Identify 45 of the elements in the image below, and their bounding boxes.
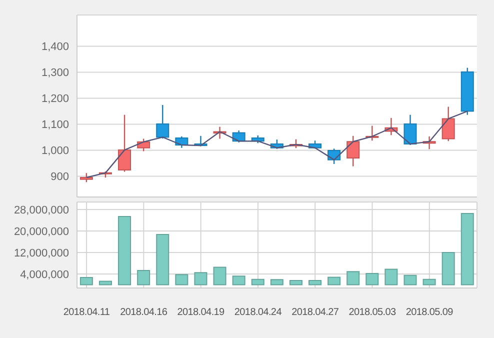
bar <box>442 252 455 286</box>
bar <box>384 268 398 286</box>
bar <box>98 280 112 286</box>
y-tick-label: 1,300 <box>41 67 69 80</box>
bar <box>118 216 132 286</box>
y-tick-label: 12,000,000 <box>14 247 69 260</box>
candlestick <box>80 172 93 183</box>
bar <box>251 278 264 286</box>
bar <box>366 272 379 286</box>
x-tick-label: 2018.04.11 <box>63 307 110 318</box>
candlestick <box>118 114 132 172</box>
y-tick-label: 20,000,000 <box>14 226 69 238</box>
x-tick-label: 2018.04.16 <box>120 307 168 318</box>
candlestick <box>442 106 455 142</box>
bar <box>137 270 150 286</box>
candlestick <box>156 104 170 140</box>
y-tick-label: 28,000,000 <box>14 204 69 216</box>
bar <box>289 280 302 286</box>
y-tick-label: 1,200 <box>41 93 69 106</box>
bar <box>328 276 341 286</box>
bar <box>213 266 226 286</box>
x-tick-label: 2018.04.27 <box>292 307 340 318</box>
candlestick <box>137 138 150 152</box>
candlestick <box>346 135 360 167</box>
bar <box>270 279 284 286</box>
y-tick-label: 1,100 <box>41 119 69 132</box>
candlestick <box>404 114 417 146</box>
bar <box>308 280 322 286</box>
x-tick-label: 2018.05.09 <box>406 307 454 318</box>
y-tick-label: 1,400 <box>41 41 69 54</box>
x-tick-label: 2018.05.03 <box>348 307 396 318</box>
bar <box>156 234 170 286</box>
bar <box>404 274 417 286</box>
bar <box>175 274 188 286</box>
y-tick-label: 900 <box>50 171 69 184</box>
bar <box>460 213 474 286</box>
bar <box>346 271 360 286</box>
bar <box>232 276 246 286</box>
x-tick-label: 2018.04.24 <box>234 307 282 318</box>
x-tick-label: 2018.04.19 <box>177 307 226 318</box>
bar <box>422 278 436 286</box>
y-tick-label: 4,000,000 <box>20 268 69 281</box>
y-tick-label: 1,000 <box>41 145 69 158</box>
bar <box>80 277 93 286</box>
bar <box>194 272 208 286</box>
